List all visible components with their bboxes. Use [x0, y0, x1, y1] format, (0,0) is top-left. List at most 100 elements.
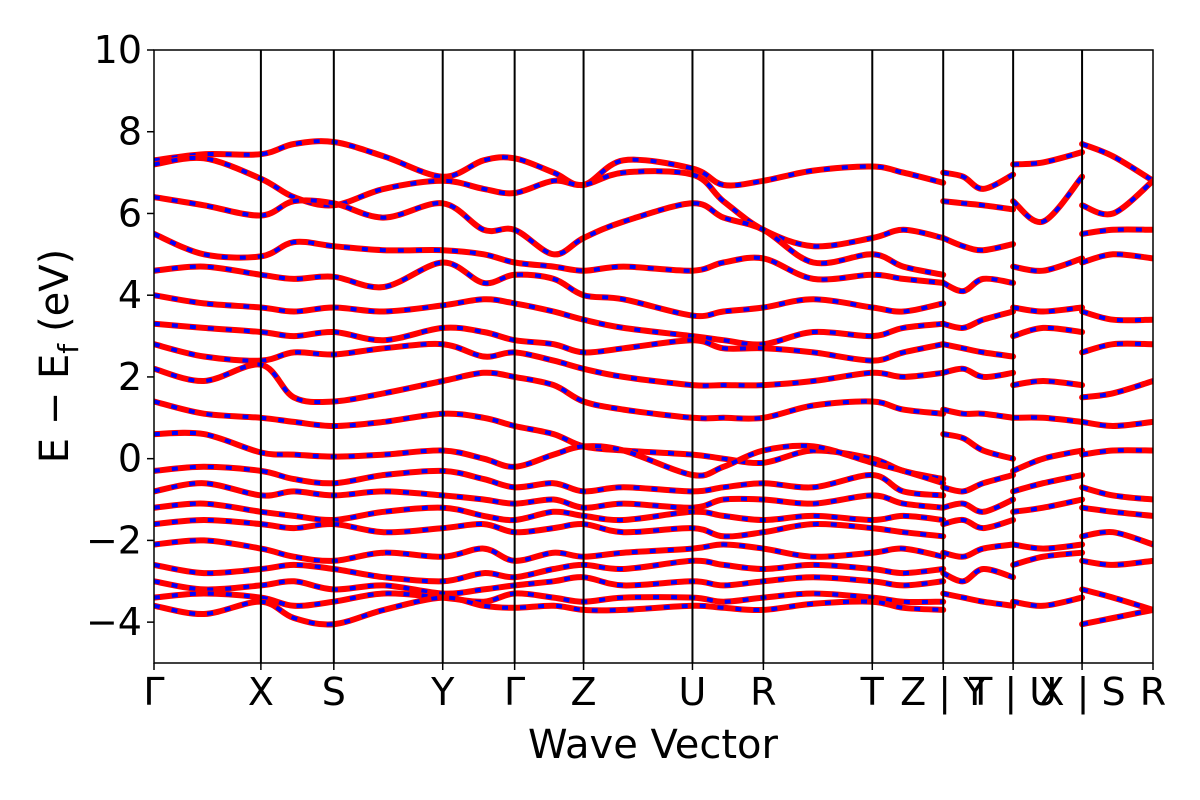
- x-tick-label-5: Z: [571, 670, 597, 714]
- band-line-55: [1079, 418, 1153, 429]
- y-axis-title-main: E − E: [32, 354, 78, 464]
- band-line-overlay-19: [154, 595, 944, 627]
- x-tick-label-2: S: [322, 670, 346, 714]
- band-line-overlay-5: [154, 293, 944, 347]
- band-line-overlay-9: [154, 399, 944, 482]
- band-line-7: [154, 340, 947, 389]
- band-line-overlay-12: [154, 481, 944, 510]
- y-axis-title-sub: f: [52, 343, 85, 354]
- y-axis-title: E − Ef (eV): [32, 249, 85, 464]
- band-line-44: [1010, 496, 1086, 515]
- band-line-16: [154, 557, 947, 585]
- band-line-overlay-49: [1081, 179, 1153, 217]
- band-line-overlay-11: [154, 464, 944, 498]
- band-line-overlay-14: [154, 517, 944, 539]
- band-line-overlay-15: [154, 538, 944, 563]
- band-line-50: [1079, 226, 1153, 237]
- x-tick-label-9: Z | Y: [900, 670, 987, 715]
- y-axis: −4 −2 0 2 4 6 8 10: [86, 28, 154, 644]
- plot-frame: [153, 49, 1154, 664]
- band-line-52: [1079, 308, 1153, 324]
- x-tick-label-0: Γ: [143, 670, 164, 714]
- band-line-33: [940, 565, 1017, 585]
- band-line-48: [1079, 141, 1153, 184]
- x-tick-label-1: X: [248, 670, 274, 714]
- band-line-overlay-22: [942, 236, 1014, 253]
- high-symmetry-lines: [259, 50, 1084, 663]
- band-line-36: [1010, 173, 1086, 226]
- band-line-28: [940, 431, 1017, 462]
- band-line-10: [154, 429, 947, 487]
- band-line-overlay-6: [154, 321, 944, 363]
- x-tick-label-12: R: [1140, 670, 1166, 714]
- band-line-overlay-1: [154, 155, 944, 249]
- band-line-58: [1079, 504, 1153, 519]
- y-axis-title-unit: (eV): [32, 249, 78, 332]
- band-line-overlay-29: [942, 473, 1014, 494]
- band-line-54: [1079, 378, 1153, 401]
- band-line-19: [154, 594, 947, 628]
- band-line-overlay-24: [942, 309, 1014, 330]
- band-line-overlay-3: [154, 232, 944, 285]
- y-tick-label-2: 0: [118, 437, 142, 481]
- band-line-11: [154, 463, 947, 499]
- x-axis-title: Wave Vector: [528, 722, 779, 768]
- band-line-47: [1010, 594, 1086, 609]
- y-tick-label-5: 6: [118, 191, 142, 235]
- band-line-46: [1010, 549, 1086, 568]
- band-line-overlay-2: [154, 195, 944, 277]
- band-line-overlay-21: [943, 199, 1014, 212]
- band-line-17: [154, 574, 947, 597]
- y-tick-label-3: 2: [118, 355, 142, 399]
- x-tick-label-7: R: [750, 670, 776, 714]
- band-line-overlay-32: [942, 542, 1014, 559]
- band-line-56: [1079, 447, 1153, 458]
- y-tick-label-7: 10: [94, 28, 142, 72]
- band-line-37: [1010, 255, 1086, 274]
- band-line-overlay-26: [942, 366, 1014, 379]
- band-line-42: [1010, 447, 1086, 474]
- band-line-overlay-34: [942, 591, 1014, 608]
- band-line-34: [940, 590, 1017, 609]
- band-line-43: [1010, 472, 1086, 495]
- band-line-62: [1079, 606, 1153, 628]
- band-line-8: [154, 361, 947, 422]
- band-line-61: [1079, 586, 1153, 613]
- band-line-38: [1010, 304, 1086, 315]
- y-tick-label-1: −2: [86, 518, 142, 562]
- y-tick-label-4: 4: [118, 273, 142, 317]
- band-line-15: [154, 537, 947, 564]
- band-line-13: [154, 500, 947, 524]
- band-line-9: [154, 398, 947, 483]
- band-line-35: [1010, 149, 1086, 168]
- band-line-40: [1010, 378, 1086, 389]
- band-line-overlay-25: [942, 342, 1014, 359]
- x-tick-label-11: X | S: [1039, 670, 1126, 715]
- y-tick-label-6: 8: [118, 110, 142, 154]
- band-line-51: [1079, 251, 1153, 266]
- x-tick-label-6: U: [679, 670, 707, 714]
- band-line-overlay-27: [942, 407, 1014, 420]
- band-line-41: [1010, 414, 1086, 425]
- bands-layer: [154, 138, 1153, 628]
- band-line-45: [1010, 541, 1086, 552]
- x-tick-label-3: Y: [430, 670, 455, 714]
- x-tick-label-10: T | U: [968, 670, 1057, 715]
- band-line-overlay-30: [942, 497, 1014, 514]
- band-line-20: [940, 169, 1017, 192]
- band-line-60: [1079, 557, 1153, 568]
- band-line-57: [1079, 484, 1153, 503]
- band-line-overlay-7: [154, 341, 944, 388]
- band-line-53: [1079, 340, 1153, 356]
- x-tick-label-4: Γ: [504, 670, 525, 714]
- band-line-18: [154, 590, 947, 609]
- band-line-overlay-0: [154, 139, 944, 188]
- band-line-25: [940, 341, 1017, 360]
- band-line-39: [1010, 324, 1086, 340]
- band-line-overlay-4: [154, 260, 944, 319]
- y-tick-label-0: −4: [86, 600, 142, 644]
- band-line-59: [1079, 528, 1153, 548]
- x-tick-label-8: T: [860, 670, 885, 714]
